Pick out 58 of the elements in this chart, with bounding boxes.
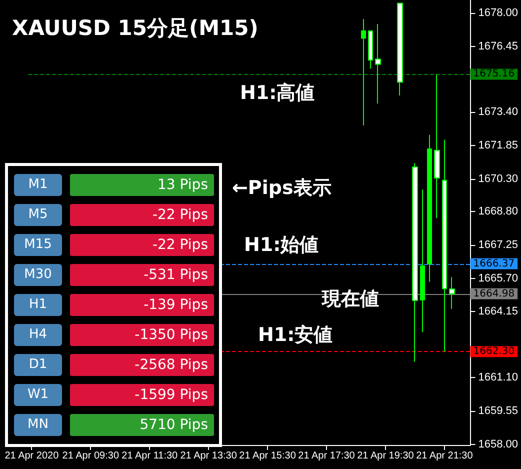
text: -531 Pips	[144, 267, 208, 283]
annotation: ←Pips表示	[232, 176, 332, 201]
y-tick-label: 1671.85	[478, 140, 518, 152]
ref-line-label: 1666.37	[473, 258, 515, 270]
x-tick-label: 21 Apr 13:30	[180, 450, 238, 462]
candlestick	[412, 162, 418, 362]
text: 13 Pips	[158, 177, 208, 193]
y-tick-label: 1658.00	[478, 438, 518, 450]
category-label: H4	[14, 324, 62, 346]
x-tick-label: 21 Apr 09:30	[62, 450, 120, 462]
y-tick-label: 1678.00	[478, 6, 518, 19]
category-label: H1	[14, 294, 62, 316]
annotation: 現在値	[322, 287, 379, 312]
y-tick-label: 1676.45	[478, 40, 518, 52]
candlestick	[368, 30, 373, 70]
text: -2568 Pips	[134, 357, 208, 373]
candlestick	[449, 276, 455, 310]
candlestick	[397, 2, 403, 96]
y-tick-label: 1670.30	[478, 173, 518, 186]
candlestick	[442, 139, 447, 352]
text: -22 Pips	[152, 207, 208, 223]
ref-line-label: 1675.16	[473, 68, 515, 80]
y-tick-label: 1673.40	[478, 106, 518, 118]
x-tick-label: 21 Apr 19:30	[357, 450, 414, 462]
category-label: M5	[14, 204, 62, 226]
candlestick	[427, 134, 432, 282]
candlestick	[420, 189, 425, 333]
category-label: D1	[14, 354, 62, 376]
y-tick-label: 1659.55	[478, 404, 518, 417]
x-tick-label: 21 Apr 21:30	[416, 450, 474, 462]
x-tick-label: 21 Apr 17:30	[298, 450, 356, 462]
annotation: H1:高値	[240, 81, 315, 106]
x-tick-label: 21 Apr 15:30	[239, 450, 296, 462]
category-label: MN	[14, 414, 62, 436]
ref-line-label: 1664.98	[473, 288, 515, 300]
y-tick-label: 1664.15	[478, 306, 518, 318]
y-tick-label: 1661.10	[478, 371, 518, 384]
category-label: M1	[14, 174, 62, 196]
text: -1599 Pips	[134, 387, 208, 403]
candlestick	[434, 74, 440, 219]
y-tick-label: 1668.80	[478, 205, 518, 218]
y-tick-label: 1665.70	[478, 272, 518, 284]
text: 5710 Pips	[140, 417, 208, 433]
text: -1350 Pips	[134, 327, 208, 343]
annotation: H1:始値	[244, 233, 319, 258]
candlestick	[375, 23, 381, 104]
text: XAUUSD 15分足(M15)	[12, 15, 258, 42]
category-label: M30	[14, 264, 62, 286]
ref-line-label: 1662.30	[473, 346, 515, 358]
y-tick-label: 1667.25	[478, 238, 518, 251]
text: -139 Pips	[144, 297, 208, 313]
x-tick-label: 21 Apr 2020	[4, 450, 60, 462]
category-label: M15	[14, 234, 62, 256]
candlestick	[361, 18, 366, 126]
annotation: H1:安値	[258, 323, 333, 348]
category-label: W1	[14, 384, 62, 406]
x-tick-label: 21 Apr 11:30	[122, 450, 178, 462]
text: -22 Pips	[152, 237, 208, 253]
